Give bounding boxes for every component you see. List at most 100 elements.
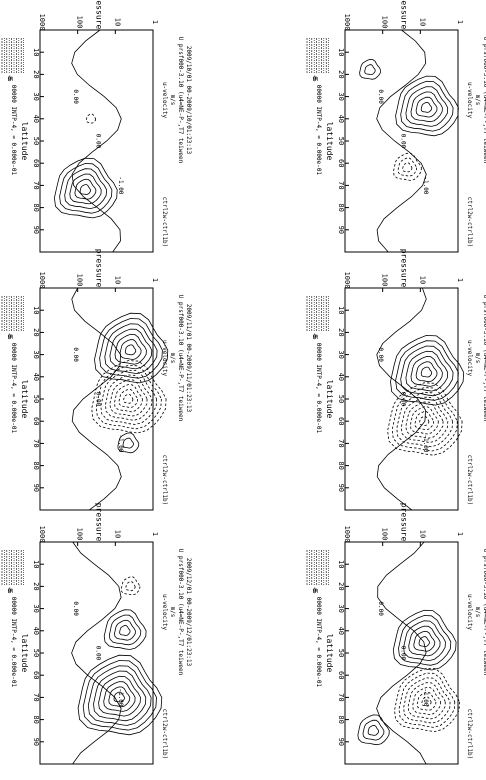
positive-contour xyxy=(410,356,443,387)
latitude-tick-label: 50 xyxy=(337,649,345,657)
positive-contour xyxy=(395,340,459,401)
colorbar-tick-label: 0 xyxy=(6,334,13,338)
contour-label: 0.00 xyxy=(377,347,384,362)
panel-header-line: m/s xyxy=(474,353,481,364)
latitude-tick-label: 60 xyxy=(337,159,345,167)
latitude-tick-label: 10 xyxy=(32,306,40,314)
contour-label: -1.00 xyxy=(422,176,429,194)
positive-contour xyxy=(119,625,131,636)
negative-contour xyxy=(396,391,454,448)
latitude-tick-label: 30 xyxy=(32,604,40,612)
pressure-tick-label: 100 xyxy=(76,528,84,541)
negative-contour xyxy=(412,687,442,716)
latitude-tick-label: 80 xyxy=(337,203,345,211)
latitude-tick-label: 10 xyxy=(337,48,345,56)
colorbar-tick-label: -5 xyxy=(311,74,318,82)
negative-contour xyxy=(393,152,422,181)
colorbar-tick-label: 5 xyxy=(311,76,318,80)
negative-contour xyxy=(387,382,463,456)
latitude-axis-label: latitude xyxy=(20,634,29,673)
panel-footer: ctrl2w-ctrl1b) xyxy=(161,197,168,248)
pressure-tick-label: 1000 xyxy=(38,526,46,543)
positive-contour xyxy=(400,345,454,397)
latitude-tick-label: 20 xyxy=(337,328,345,336)
negative-contour xyxy=(118,388,139,408)
contour-panel-5: 0.00 0.00 -1.00 1 10 100 1000 pressure 10 20 30 40 5… xyxy=(1,249,192,511)
positive-contour xyxy=(119,339,142,360)
contour-label: 0.00 xyxy=(377,601,384,616)
negative-contour xyxy=(398,672,456,728)
latitude-axis-label: latitude xyxy=(325,122,334,161)
latitude-tick-label: 40 xyxy=(32,373,40,381)
latitude-tick-label: 10 xyxy=(32,560,40,568)
latitude-tick-label: 70 xyxy=(32,693,40,701)
latitude-tick-label: 80 xyxy=(337,715,345,723)
contour-panel-4: 0.00 0.00 -1.00 1 10 100 1000 pressure 10 20 30 40 5… xyxy=(1,0,192,253)
pressure-tick-label: 10 xyxy=(113,530,121,538)
contour-label: 0.00 xyxy=(72,601,79,616)
contour-panel-6: 0.00 0.00 -1.00 1 10 100 1000 pressure 10 20 30 40 5… xyxy=(1,503,192,765)
pressure-tick-label: 1 xyxy=(456,278,464,282)
latitude-tick-label: 30 xyxy=(32,92,40,100)
latitude-tick-label: 40 xyxy=(337,627,345,635)
latitude-tick-label: 60 xyxy=(32,417,40,425)
pressure-tick-label: 100 xyxy=(381,528,389,541)
positive-contour xyxy=(98,675,141,717)
contour-panel-3: 0.00 0.00 -1.00 1 10 100 1000 pressure 10 20 30 40 5… xyxy=(306,503,486,765)
latitude-tick-label: 60 xyxy=(32,671,40,679)
positive-contour xyxy=(124,344,137,356)
zero-contour xyxy=(376,541,427,765)
latitude-tick-label: 20 xyxy=(32,70,40,78)
latitude-tick-label: 90 xyxy=(337,738,345,746)
pressure-tick-label: 1000 xyxy=(343,14,351,31)
contour-label: 0.00 xyxy=(400,646,407,661)
latitude-tick-label: 20 xyxy=(337,70,345,78)
colorbar-tick-label: 0 xyxy=(6,76,13,80)
positive-contour xyxy=(103,609,147,650)
pressure-axis-label: pressure xyxy=(400,0,409,29)
latitude-tick-label: 60 xyxy=(32,159,40,167)
pressure-tick-label: 1 xyxy=(456,532,464,536)
positive-contour xyxy=(364,64,376,76)
colorbar-tick-label: 5 xyxy=(311,334,318,338)
negative-contour xyxy=(109,379,148,417)
positive-contour xyxy=(367,724,380,736)
panel-footer: ctrl2w-ctrl1b) xyxy=(466,709,473,760)
latitude-tick-label: 90 xyxy=(337,226,345,234)
contour-label: -1.00 xyxy=(117,176,124,194)
positive-contour xyxy=(400,80,454,132)
negative-contour xyxy=(125,581,136,592)
experiment-label: 00000 INTP-4, = 0.000e-01 xyxy=(10,597,17,688)
contour-label: 0.00 xyxy=(95,134,102,149)
contour-label: 0.00 xyxy=(400,392,407,407)
experiment-label: 00000 INTP-4, = 0.000e-01 xyxy=(10,343,17,434)
pressure-axis-label: pressure xyxy=(95,0,104,29)
latitude-tick-label: 50 xyxy=(337,137,345,145)
latitude-tick-label: 40 xyxy=(337,115,345,123)
panel-header-line: u-velocity xyxy=(161,82,168,119)
latitude-tick-label: 70 xyxy=(337,181,345,189)
latitude-tick-label: 50 xyxy=(32,649,40,657)
negative-contour xyxy=(85,113,97,124)
latitude-tick-label: 20 xyxy=(32,582,40,590)
colorbar-tick-label: -5 xyxy=(6,332,13,340)
experiment-label: 00000 INTP-4, = 0.000e-01 xyxy=(10,85,17,176)
positive-contour xyxy=(82,660,157,731)
positive-contour xyxy=(69,173,102,205)
pressure-tick-label: 100 xyxy=(76,274,84,287)
positive-contour xyxy=(357,714,390,746)
pressure-tick-label: 1000 xyxy=(343,526,351,543)
positive-contour xyxy=(114,333,147,365)
negative-contour xyxy=(416,691,437,711)
latitude-tick-label: 10 xyxy=(337,306,345,314)
positive-contour xyxy=(109,328,153,370)
positive-contour xyxy=(390,334,465,406)
panel-header-line: U prsf000-3.10 (u4=NE-P-,T7 teiween xyxy=(177,37,184,164)
positive-contour xyxy=(405,350,449,392)
pressure-tick-label: 1 xyxy=(151,278,159,282)
negative-contour xyxy=(403,677,451,724)
latitude-tick-label: 80 xyxy=(32,203,40,211)
positive-contour xyxy=(93,670,147,722)
latitude-tick-label: 10 xyxy=(337,560,345,568)
colorbar-tick-label: -5 xyxy=(6,74,13,82)
